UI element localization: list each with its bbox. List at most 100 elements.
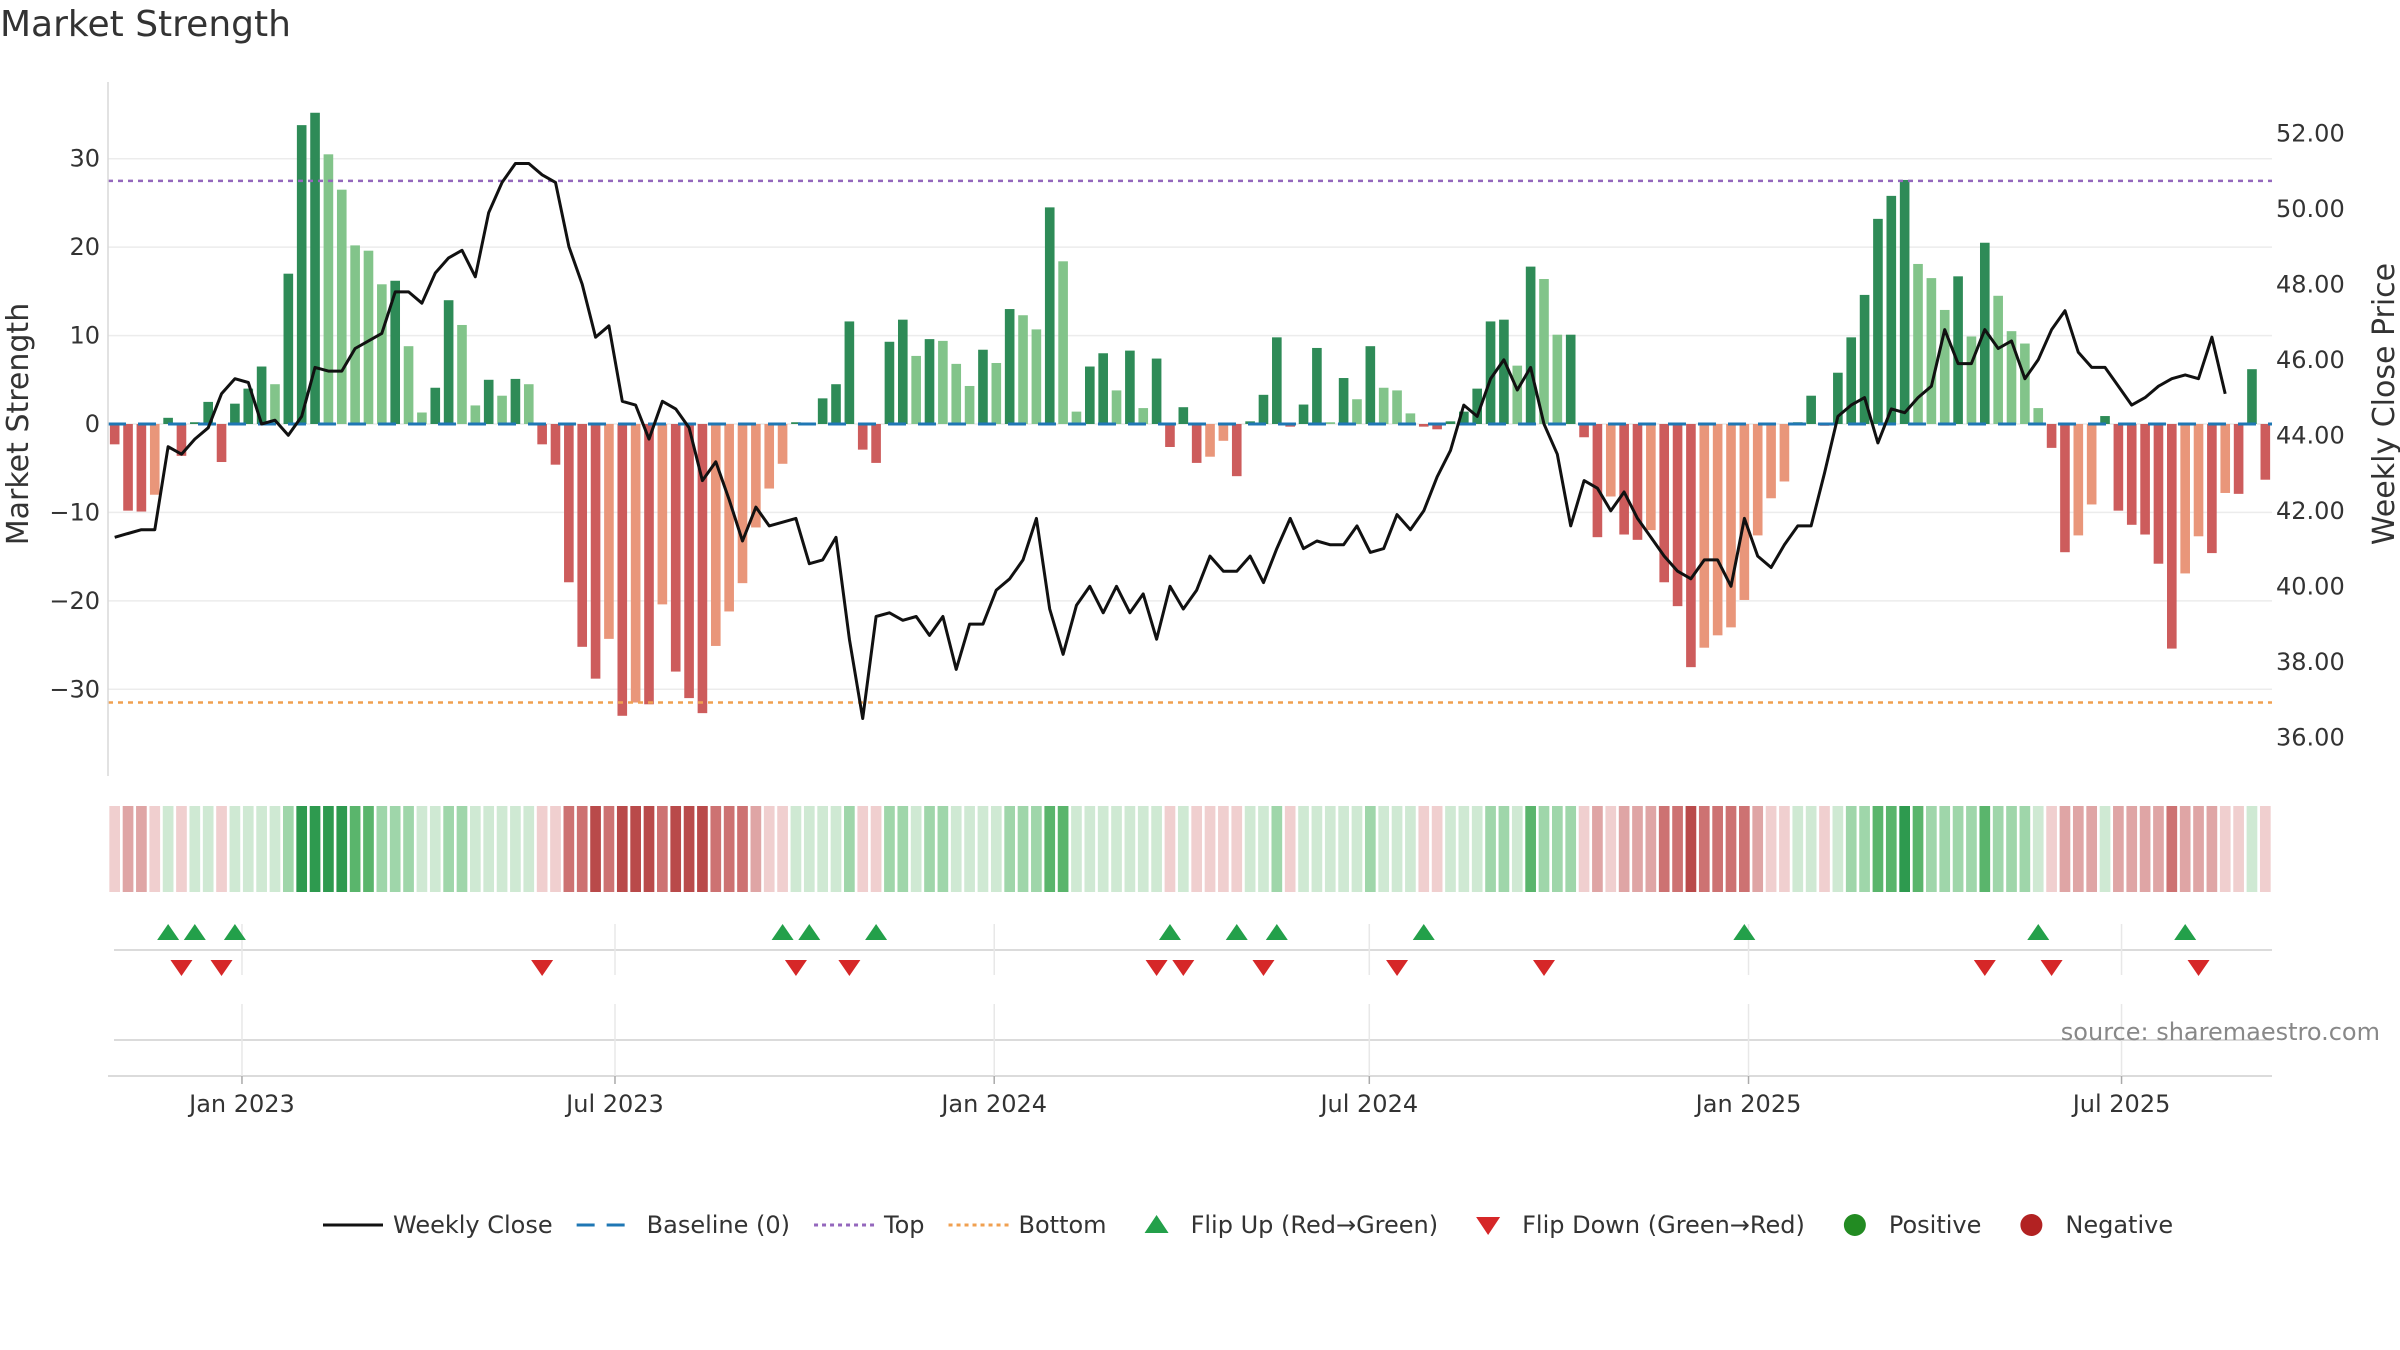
strength-band-cell <box>1445 806 1456 892</box>
strength-band-cell <box>2072 806 2084 892</box>
strength-bar <box>1739 424 1750 600</box>
strength-bar <box>230 403 240 424</box>
strength-band-cell <box>1351 806 1363 892</box>
strength-band-cell <box>550 806 561 892</box>
strength-bar <box>1191 424 1202 463</box>
legend: Weekly Close Baseline (0) Top Bottom Flip Up… <box>323 1211 2173 1239</box>
strength-bar <box>1806 395 1816 424</box>
strength-band-cell <box>1324 806 1336 892</box>
strength-band-cell <box>470 806 481 892</box>
strength-bar <box>1886 195 1897 424</box>
strength-band-cell <box>323 806 334 892</box>
strength-bar <box>457 324 467 424</box>
strength-bar <box>2113 424 2124 511</box>
strength-bar <box>1312 347 1322 424</box>
strength-bar <box>2006 331 2017 424</box>
strength-bar <box>1579 424 1589 438</box>
flip-down-marker <box>838 960 861 976</box>
strength-bar <box>1071 411 1082 424</box>
legend-swatch-circle <box>2020 1214 2043 1236</box>
strength-band-cell <box>1471 806 1483 892</box>
x-axis: Jan 2023 Jul 2023 Jan 2024 Jul 2024 Jan 2025… <box>187 1018 2380 1118</box>
strength-band-cell <box>1725 806 1737 892</box>
legend-label: Weekly Close <box>393 1211 553 1239</box>
strength-bar <box>470 405 481 424</box>
strength-band-cell <box>1578 806 1590 892</box>
strength-bar <box>1859 294 1870 424</box>
strength-bar <box>497 395 507 424</box>
strength-bar <box>1218 424 1229 441</box>
strength-band-cell <box>483 806 495 892</box>
strength-bar <box>2153 424 2164 564</box>
strength-bar <box>149 424 160 495</box>
strength-bar <box>1165 424 1175 447</box>
strength-band-cell <box>389 806 401 892</box>
strength-bar <box>1766 424 1776 499</box>
flip-down-marker <box>1172 960 1195 976</box>
strength-bar <box>430 387 441 424</box>
strength-band-cell <box>1565 806 1577 892</box>
strength-band-cell <box>977 806 989 892</box>
strength-band-cell <box>950 806 962 892</box>
strength-band-cell <box>563 806 575 892</box>
strength-bar <box>1031 329 1042 424</box>
strength-band-cell <box>1244 806 1256 892</box>
strength-bar <box>2073 424 2084 536</box>
strength-band-cell <box>2126 806 2138 892</box>
strength-bar <box>1098 353 1108 424</box>
strength-bar <box>1899 179 1910 424</box>
strength-bar <box>817 398 828 424</box>
strength-bar <box>1085 366 1095 424</box>
strength-bar <box>751 424 761 528</box>
strength-bar <box>1833 372 1843 424</box>
strength-band-cell <box>1685 806 1697 892</box>
strength-band-cell <box>657 806 668 892</box>
strength-band-cell <box>242 806 254 892</box>
strength-band-cell <box>2019 806 2031 892</box>
flip-down-marker <box>170 960 193 976</box>
strength-bar <box>1111 390 1122 424</box>
y-tick-label-right: 48.00 <box>2276 270 2345 298</box>
strength-bar <box>1966 336 1977 424</box>
strength-bar <box>1726 424 1736 628</box>
strength-band-cell <box>296 806 308 892</box>
strength-band-cell <box>2099 806 2111 892</box>
strength-bar <box>1512 365 1523 424</box>
strength-bar <box>310 112 320 424</box>
strength-band-cell <box>683 806 695 892</box>
strength-band-cell <box>1939 806 1951 892</box>
strength-band-cell <box>1952 806 1964 892</box>
strength-bar <box>2260 424 2271 480</box>
strength-band-cell <box>1525 806 1536 892</box>
strength-bar <box>684 424 694 699</box>
legend-label: Negative <box>2065 1211 2173 1239</box>
strength-band <box>109 806 2271 892</box>
strength-band-cell <box>149 806 161 892</box>
strength-band-cell <box>1779 806 1790 892</box>
flip-down-marker <box>784 960 807 976</box>
strength-bar <box>924 339 935 424</box>
strength-band-cell <box>443 806 454 892</box>
strength-band-cell <box>2219 806 2231 892</box>
strength-band-cell <box>857 806 869 892</box>
legend-swatch-circle <box>1843 1214 1866 1236</box>
strength-bar <box>1418 424 1429 427</box>
strength-band-cell <box>1926 806 1937 892</box>
strength-band-cell <box>1739 806 1750 892</box>
strength-band-cell <box>122 806 134 892</box>
strength-band-cell <box>590 806 601 892</box>
x-tick-label: Jan 2024 <box>939 1090 1047 1118</box>
strength-bar <box>1779 424 1790 482</box>
strength-bar <box>2233 424 2244 494</box>
strength-band-cell <box>1405 806 1416 892</box>
strength-bar <box>1432 424 1442 430</box>
strength-bar <box>737 424 748 584</box>
strength-bar <box>2220 424 2231 493</box>
strength-bar <box>2086 424 2097 505</box>
strength-bar <box>791 422 801 424</box>
strength-bar <box>1565 334 1576 424</box>
strength-bar <box>590 424 601 679</box>
strength-band-cell <box>363 806 374 892</box>
strength-bar <box>403 346 414 424</box>
legend-label: Flip Down (Green→Red) <box>1522 1211 1805 1239</box>
